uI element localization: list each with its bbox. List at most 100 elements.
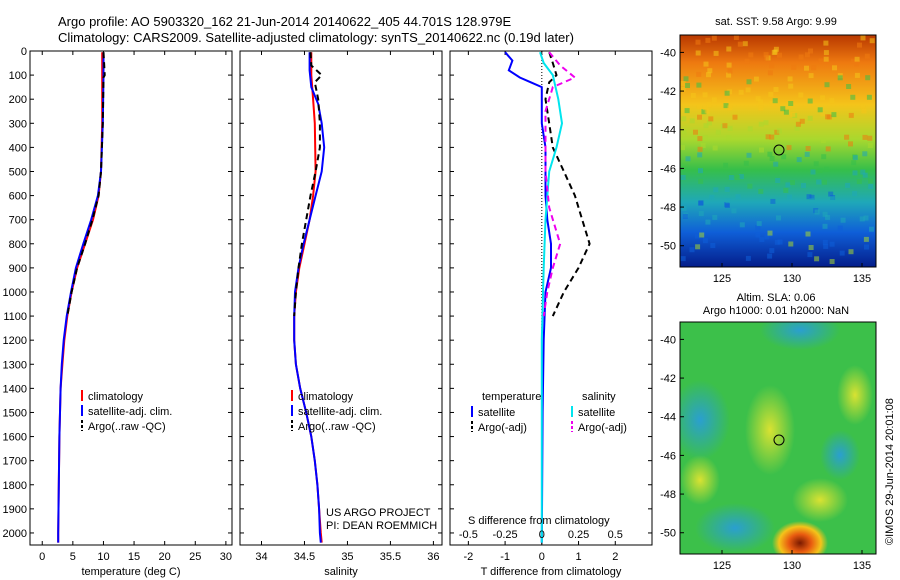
sla-blue-patch [820, 430, 860, 480]
sst-texture-cell [733, 35, 739, 40]
sst-texture-cell [735, 175, 741, 180]
sst-texture-cell [829, 259, 835, 264]
sst-texture-cell [799, 118, 805, 124]
sst-texture-cell [696, 82, 702, 88]
depth-tick-label: 200 [9, 94, 27, 106]
salinity-panel: 34 34.5 35 35.5 36 salinity climatology satelli… [239, 50, 443, 578]
sst-texture-cell [769, 101, 775, 106]
sla-argo-location-marker [773, 434, 785, 446]
series-line-climatology [57, 52, 104, 543]
sst-texture-cell [705, 37, 711, 43]
sst-texture-cell [854, 56, 860, 62]
sst-texture-cell [837, 75, 843, 81]
sst-texture-cell [825, 214, 831, 220]
sst-texture-cell [763, 55, 769, 61]
x-tick-label: -1 [500, 551, 510, 563]
sst-texture-cell [817, 107, 823, 113]
panel-frame [29, 50, 233, 546]
sst-texture-cell [776, 215, 781, 221]
sst-texture-cell [726, 46, 732, 52]
x-tick-label: 34.5 [294, 551, 315, 563]
sst-texture-cell [825, 146, 831, 152]
sst-texture-cell [680, 86, 686, 92]
sst-texture-cell [697, 146, 703, 152]
sst-texture-cell [767, 151, 773, 157]
depth-tick-label: 100 [9, 70, 27, 82]
sst-texture-cell [680, 256, 686, 262]
series-line-argo-raw-qc- [293, 52, 324, 317]
sst-texture-cell [831, 112, 837, 118]
sst-texture-cell [758, 105, 764, 111]
sst-texture-cell [867, 143, 873, 148]
sst-texture-cell [755, 225, 761, 231]
sst-texture-cell [747, 183, 753, 189]
sst-texture-cell [706, 102, 712, 108]
sst-texture-cell [689, 247, 695, 253]
sst-texture-cell [798, 92, 804, 98]
x-axis-label: temperature (deg C) [81, 566, 180, 578]
depth-tick-label: 0 [21, 46, 27, 58]
sst-texture-cell [807, 115, 813, 121]
sst-texture-cell [828, 191, 834, 197]
sst-texture-cell [710, 243, 716, 248]
sst-texture-cell [767, 253, 773, 259]
sst-texture-cell [680, 145, 685, 151]
sst-texture-cell [723, 103, 729, 109]
sst-texture-cell [702, 92, 708, 98]
sst-map-panel: sat. SST: 9.58 Argo: 9.99 125 130 135 -40 -4… [660, 16, 877, 285]
sst-texture-cell [806, 194, 812, 200]
legend-label: climatology [88, 391, 144, 403]
legend-label: satellite-adj. clim. [298, 406, 382, 418]
sst-texture-cell [787, 76, 793, 82]
sst-texture-cell [758, 99, 764, 105]
sla-yellow-patch [792, 478, 848, 522]
sst-texture-cell [820, 111, 826, 117]
sst-texture-cell [745, 255, 751, 261]
sst-texture-cell [707, 68, 713, 74]
sst-texture-cell [840, 217, 846, 223]
secondary-x-axis-label: S difference from climatology [468, 515, 610, 527]
sst-texture-cell [694, 233, 700, 239]
sst-texture-cell [706, 120, 712, 126]
sst-texture-cell [795, 121, 801, 127]
x-tick-label: 15 [128, 551, 140, 563]
sst-map-texture [680, 35, 875, 264]
sst-texture-cell [823, 50, 829, 56]
sst-texture-cell [781, 154, 787, 160]
sst-texture-cell [685, 83, 690, 88]
sst-texture-cell [825, 114, 831, 120]
sla-map-subtitle: Argo h1000: 0.01 h2000: NaN [703, 305, 849, 317]
sst-texture-cell [690, 93, 696, 98]
sst-texture-cell [783, 187, 789, 193]
sst-texture-cell [814, 256, 820, 262]
sst-texture-cell [768, 91, 774, 97]
sst-texture-cell [820, 95, 826, 101]
series-line-climatology [293, 52, 323, 543]
sst-texture-cell [848, 112, 854, 118]
x-tick-label: 36 [427, 551, 439, 563]
depth-tick-label: 1000 [3, 287, 27, 299]
sst-texture-cell [822, 211, 828, 217]
map-lat-tick-label: -48 [660, 202, 676, 214]
sst-texture-cell [680, 81, 686, 86]
sst-texture-cell [860, 35, 866, 41]
map-lat-tick-label: -50 [660, 241, 676, 253]
sst-texture-cell [705, 219, 711, 225]
sst-texture-cell [864, 244, 869, 250]
sst-texture-cell [848, 249, 854, 255]
sst-texture-cell [711, 97, 717, 103]
sst-texture-cell [808, 73, 814, 79]
sst-texture-cell [696, 71, 702, 77]
sst-texture-cell [848, 141, 853, 147]
map-lat-tick-label: -42 [660, 373, 676, 385]
sst-texture-cell [703, 123, 709, 129]
sst-texture-cell [685, 156, 691, 162]
sla-yellow-patch [745, 385, 795, 475]
figure-title-line-2: Climatology: CARS2009. Satellite-adjuste… [58, 30, 574, 45]
sst-texture-cell [791, 64, 797, 70]
sst-texture-cell [860, 103, 866, 109]
sst-texture-cell [785, 182, 791, 188]
sst-texture-cell [681, 129, 687, 135]
sst-texture-cell [865, 75, 871, 81]
